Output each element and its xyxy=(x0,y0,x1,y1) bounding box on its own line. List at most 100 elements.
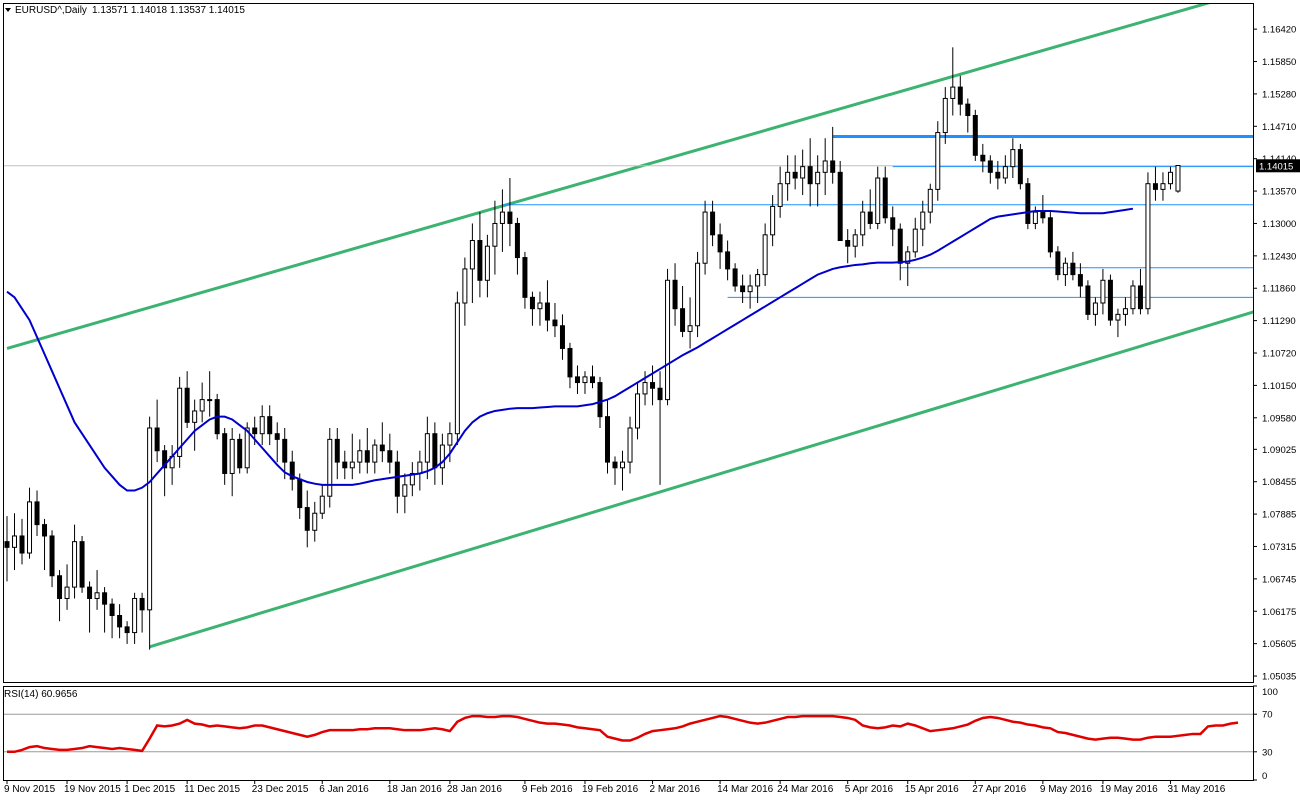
candle-body xyxy=(957,86,963,105)
candle xyxy=(229,428,235,497)
candle xyxy=(424,416,430,480)
main-pane-frame xyxy=(3,3,1254,683)
candle-body xyxy=(274,433,280,440)
candle-body xyxy=(72,541,78,588)
candle xyxy=(154,399,160,463)
price-tick-label: 1.13570 xyxy=(1262,187,1296,198)
price-tick-label: 1.14710 xyxy=(1262,122,1296,133)
candle xyxy=(620,450,626,491)
candle-body xyxy=(372,444,378,463)
candle xyxy=(882,166,888,224)
candle xyxy=(822,138,828,196)
candle xyxy=(687,297,693,349)
candle xyxy=(815,155,821,207)
candle-body xyxy=(469,240,475,270)
candle-body xyxy=(379,444,385,452)
candle-body xyxy=(1175,165,1181,192)
candle-body xyxy=(492,222,498,247)
price-tick-label: 1.11290 xyxy=(1262,316,1296,327)
candle-body xyxy=(154,427,160,452)
ma-line xyxy=(6,207,1134,492)
candle xyxy=(950,47,956,116)
candle xyxy=(492,200,498,275)
candle xyxy=(94,570,100,610)
moving-average xyxy=(6,207,1134,492)
price-tick-label: 1.09025 xyxy=(1262,445,1296,456)
candle xyxy=(852,229,858,258)
candle xyxy=(117,604,123,639)
price-tick-label: 1.07315 xyxy=(1262,542,1296,553)
candle xyxy=(79,535,85,593)
candle-body xyxy=(342,461,348,469)
price-tick-label: 1.12430 xyxy=(1262,251,1296,262)
candle xyxy=(109,598,115,639)
time-tick-label: 5 Apr 2016 xyxy=(845,784,894,795)
candle-body xyxy=(357,450,363,463)
candle-body xyxy=(1055,251,1061,276)
candle-body xyxy=(282,438,288,463)
candle xyxy=(920,200,926,247)
candle xyxy=(972,109,978,161)
candle xyxy=(935,121,941,201)
candle xyxy=(755,268,761,304)
candle xyxy=(1055,246,1061,281)
candle xyxy=(387,433,393,474)
channel-upper-line xyxy=(6,3,1214,350)
candle-body xyxy=(1047,217,1053,253)
candle-body xyxy=(965,103,971,117)
candle-body xyxy=(229,438,235,474)
price-tick-label: 1.13000 xyxy=(1262,219,1296,230)
rsi-tick-label: 70 xyxy=(1262,710,1273,721)
candle-body xyxy=(665,279,671,401)
candle xyxy=(454,291,460,446)
candle-body xyxy=(297,478,303,509)
candle xyxy=(1070,251,1076,281)
current-price-marker: 1.14015 xyxy=(1256,159,1300,173)
candles xyxy=(4,47,1181,650)
candle xyxy=(725,240,731,281)
candle-body xyxy=(1032,211,1038,224)
triangle-down-icon[interactable] xyxy=(5,8,11,12)
candle-body xyxy=(289,461,295,480)
time-tick-label: 28 Jan 2016 xyxy=(447,784,502,795)
candle-body xyxy=(567,347,573,378)
candle-body xyxy=(875,177,881,224)
candle-body xyxy=(710,211,716,236)
candle-body xyxy=(1010,149,1016,168)
channel-lines xyxy=(6,3,1253,649)
candle xyxy=(612,456,618,485)
time-tick-label: 19 Nov 2015 xyxy=(64,784,121,795)
candle xyxy=(830,126,836,184)
candle-body xyxy=(1167,171,1173,185)
candle xyxy=(702,200,708,275)
rsi-axis: 100 70 30 0 xyxy=(1253,685,1278,782)
candle xyxy=(1025,178,1031,230)
candle-body xyxy=(499,211,505,224)
candle xyxy=(57,570,63,622)
candle xyxy=(447,422,453,463)
candle xyxy=(1100,268,1106,315)
candle-body xyxy=(574,376,580,384)
candle-body xyxy=(267,416,273,435)
candle xyxy=(762,223,768,286)
candle xyxy=(867,189,873,230)
candle xyxy=(1047,212,1053,258)
candle xyxy=(19,518,25,565)
candle-body xyxy=(109,603,115,617)
candle xyxy=(1002,155,1008,184)
candle-body xyxy=(687,325,693,332)
candle-body xyxy=(102,592,108,605)
candle-body xyxy=(552,319,558,327)
candle xyxy=(222,428,228,485)
candle-body xyxy=(1145,183,1151,310)
price-tick-label: 1.05605 xyxy=(1262,639,1296,650)
candle-body xyxy=(4,541,10,548)
candle xyxy=(27,487,33,559)
candle xyxy=(372,439,378,474)
candle-body xyxy=(950,86,956,99)
candle xyxy=(1092,297,1098,326)
candle xyxy=(364,428,370,474)
candle-body xyxy=(920,211,926,230)
time-tick-label: 6 Jan 2016 xyxy=(319,784,369,795)
candle-body xyxy=(139,597,145,611)
